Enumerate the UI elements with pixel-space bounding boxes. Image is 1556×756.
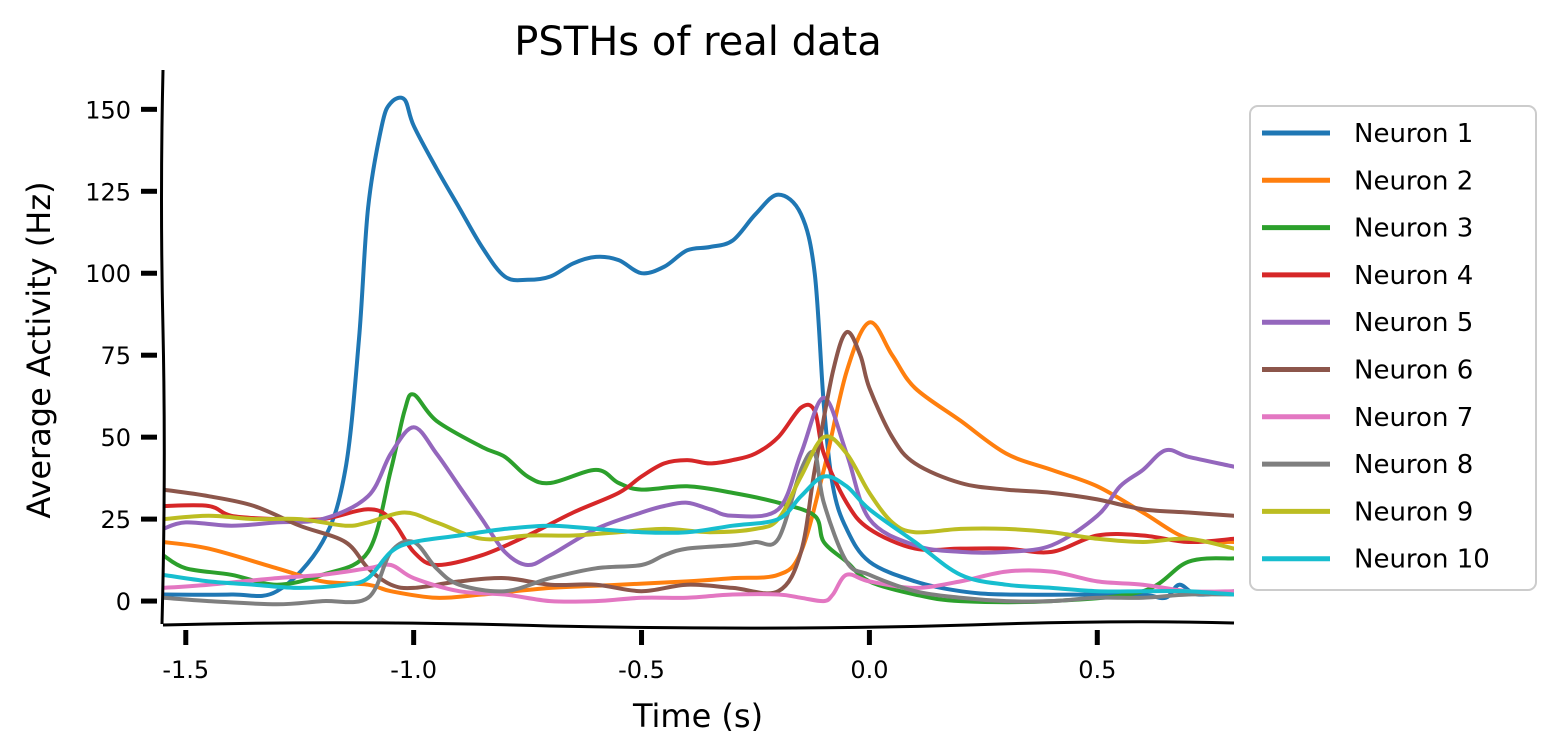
plot-area <box>163 95 1234 607</box>
legend-label-neuron-3: Neuron 3 <box>1354 214 1473 244</box>
chart-title: PSTHs of real data <box>514 19 881 65</box>
series-line-neuron-3 <box>163 392 1234 605</box>
legend-label-neuron-9: Neuron 9 <box>1354 497 1473 527</box>
series-line-neuron-1 <box>163 95 1234 601</box>
series-line-neuron-9 <box>163 434 1234 551</box>
series-line-neuron-4 <box>163 402 1234 568</box>
legend-label-neuron-5: Neuron 5 <box>1354 308 1473 338</box>
legend-label-neuron-10: Neuron 10 <box>1354 545 1490 575</box>
y-tick-label-50: 50 <box>100 424 131 452</box>
legend-label-neuron-1: Neuron 1 <box>1354 119 1473 149</box>
y-axis-line <box>160 69 166 625</box>
legend-label-neuron-8: Neuron 8 <box>1354 450 1473 480</box>
y-tick-label-100: 100 <box>85 260 131 288</box>
x-axis: -1.5 -1.0 -0.5 0.0 0.5 <box>162 620 1235 684</box>
y-axis-label: Average Activity (Hz) <box>20 181 58 518</box>
series-line-neuron-2 <box>163 320 1234 600</box>
legend: Neuron 1 Neuron 2 Neuron 3 Neuron 4 Neuron 5… <box>1249 105 1537 591</box>
y-tick-label-150: 150 <box>85 96 131 124</box>
series-line-neuron-5 <box>163 395 1234 568</box>
x-tick-label-0: 0.0 <box>850 656 888 684</box>
y-axis: 0 25 50 75 100 125 150 <box>85 69 166 625</box>
legend-label-neuron-4: Neuron 4 <box>1354 261 1473 291</box>
series-line-neuron-10 <box>163 474 1234 597</box>
y-tick-label-125: 125 <box>85 178 131 206</box>
x-tick-label--1: -1.0 <box>390 656 437 684</box>
y-tick-label-75: 75 <box>100 342 131 370</box>
x-tick-label--0.5: -0.5 <box>618 656 665 684</box>
y-tick-label-25: 25 <box>100 506 131 534</box>
x-tick-label--1.5: -1.5 <box>162 656 209 684</box>
y-tick-label-0: 0 <box>116 588 131 616</box>
x-axis-line <box>162 620 1235 630</box>
x-tick-label-0.5: 0.5 <box>1078 656 1116 684</box>
legend-label-neuron-2: Neuron 2 <box>1354 166 1473 196</box>
x-axis-label: Time (s) <box>632 697 763 735</box>
legend-label-neuron-7: Neuron 7 <box>1354 403 1473 433</box>
legend-label-neuron-6: Neuron 6 <box>1354 356 1473 386</box>
